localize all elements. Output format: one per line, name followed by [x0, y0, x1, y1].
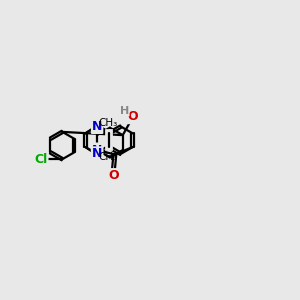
Text: O: O [108, 169, 119, 182]
Text: H: H [120, 106, 129, 116]
Text: N: N [92, 120, 102, 133]
Text: N: N [92, 147, 102, 161]
Text: CH₃: CH₃ [99, 152, 118, 162]
Text: O: O [127, 110, 138, 123]
Text: N: N [92, 143, 102, 157]
Text: Cl: Cl [34, 153, 47, 166]
Text: CH₃: CH₃ [99, 118, 118, 128]
